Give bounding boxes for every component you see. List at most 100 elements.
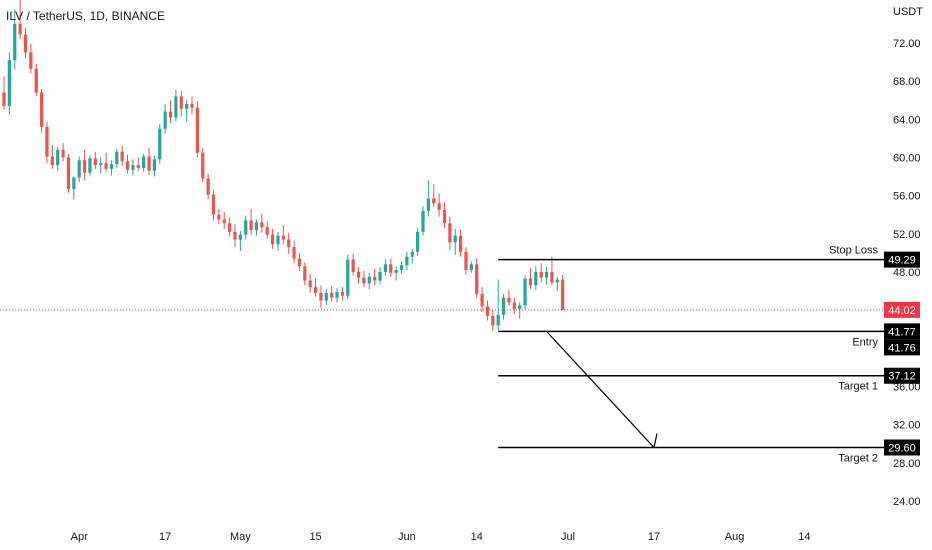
candle-body [23, 34, 28, 53]
price-tick-label: 28.00 [893, 458, 921, 470]
candle [222, 211, 226, 229]
candle [405, 251, 409, 271]
price-tick-label: 68.00 [893, 76, 921, 88]
level-badge-bg [884, 367, 920, 384]
level-badge: 49.29 [884, 251, 920, 268]
candle [125, 154, 130, 174]
time-axis[interactable]: Apr 17 May 15 Jun 14 Jul 17 Aug 14 [71, 531, 811, 543]
candle [99, 157, 103, 174]
candle [115, 148, 119, 168]
time-tick-label: 17 [648, 531, 660, 543]
candle-body [405, 256, 409, 266]
candle-body [432, 198, 436, 204]
candle-body [222, 219, 226, 224]
candle [88, 155, 92, 176]
candle [244, 215, 248, 240]
candle-body [281, 235, 285, 240]
candle [399, 261, 404, 274]
candle-body [88, 158, 92, 173]
candle [77, 156, 81, 183]
candle [233, 224, 237, 248]
candle-body [362, 277, 366, 284]
candle-body [265, 227, 269, 235]
candle-body [158, 128, 162, 160]
candle-body [77, 160, 81, 178]
candle [34, 63, 38, 97]
candle-body [480, 293, 484, 307]
candle [201, 147, 205, 183]
candle-body [458, 235, 463, 252]
candle [270, 228, 275, 250]
candle-body [29, 52, 33, 69]
candle-body [39, 92, 44, 127]
time-tick-label: 17 [159, 531, 171, 543]
current-price-badge-bg [884, 301, 920, 318]
candle [18, 0, 22, 40]
candle-body [125, 161, 130, 170]
candle-body [496, 314, 500, 326]
candle [394, 266, 398, 281]
candle-body [308, 280, 312, 288]
candle [437, 193, 441, 217]
level-badge-bg [884, 251, 920, 268]
candle [217, 208, 221, 225]
candle-body [346, 259, 350, 296]
candle-body [297, 258, 302, 267]
candle [206, 173, 210, 200]
candle [7, 52, 11, 115]
candle [491, 310, 495, 332]
level-badge-bg [884, 323, 920, 340]
candle [93, 151, 97, 169]
candle [195, 101, 199, 158]
candle [61, 143, 65, 162]
candle-body [270, 234, 275, 245]
candle [351, 253, 355, 276]
candle [56, 146, 60, 171]
candle-body [303, 266, 307, 281]
candles-layer [2, 0, 565, 332]
candle [373, 269, 377, 286]
projection-arrow-head [653, 433, 658, 448]
candle-body [453, 235, 457, 243]
candle [104, 152, 108, 172]
candle [367, 272, 371, 290]
candle [550, 256, 554, 286]
candle [72, 176, 76, 200]
candle-body [174, 96, 178, 118]
candle-body [394, 270, 398, 273]
level-badge-text: 41.77 [888, 326, 916, 338]
candle [276, 231, 280, 251]
candle-body [56, 149, 60, 166]
level-badge-bg [884, 439, 920, 456]
candle [190, 96, 194, 115]
candle [555, 276, 559, 292]
candle-body [485, 306, 490, 316]
candle-body [319, 292, 323, 301]
candle [475, 258, 479, 298]
candle-body [550, 271, 554, 283]
candle-body [142, 156, 146, 168]
candle [501, 293, 506, 320]
level-badge-text: 37.12 [888, 371, 916, 383]
candle [523, 275, 527, 310]
candle [544, 267, 549, 285]
candle-body [389, 264, 393, 273]
price-tick-label: 60.00 [893, 152, 921, 164]
candle-body [115, 151, 119, 165]
candle [260, 213, 264, 233]
candle [356, 267, 361, 284]
candle-body [131, 165, 135, 170]
candle-body [168, 111, 173, 118]
candle-body [330, 292, 334, 298]
candle [66, 153, 71, 193]
candle [281, 225, 285, 245]
candle-body [512, 302, 516, 310]
candle [303, 262, 307, 286]
candle-body [195, 107, 199, 153]
candle [29, 43, 33, 74]
candle-body [2, 92, 6, 106]
candle-body [72, 177, 76, 189]
candle [131, 159, 135, 176]
candle [185, 100, 189, 123]
